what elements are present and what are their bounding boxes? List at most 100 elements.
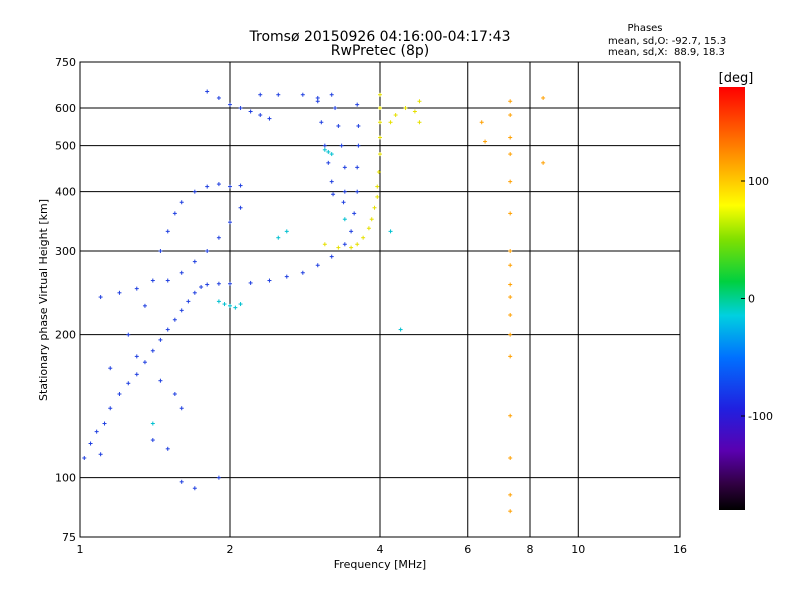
y-tick-label: 75 xyxy=(62,531,76,544)
data-point xyxy=(398,327,403,332)
phase-stats: Phases mean, sd,O: -92.7, 15.3 mean, sd,… xyxy=(608,23,726,58)
data-point xyxy=(238,106,243,111)
data-point xyxy=(361,235,366,240)
data-point xyxy=(216,182,221,187)
data-point xyxy=(393,113,398,118)
data-point xyxy=(322,143,327,148)
data-point xyxy=(315,99,320,104)
data-point xyxy=(508,313,513,318)
data-point xyxy=(276,235,281,240)
data-point xyxy=(417,120,422,125)
data-point xyxy=(372,205,377,210)
data-point xyxy=(322,242,327,247)
data-point xyxy=(179,200,184,205)
data-point xyxy=(258,92,263,97)
data-point xyxy=(300,270,305,275)
data-point xyxy=(378,135,382,140)
x-tick-label: 8 xyxy=(527,543,534,556)
data-point xyxy=(508,211,513,216)
data-point xyxy=(508,135,513,140)
data-point xyxy=(233,305,238,310)
y-tick-label: 500 xyxy=(55,140,76,153)
y-tick-label: 200 xyxy=(55,329,76,342)
data-point xyxy=(508,179,513,184)
data-point xyxy=(378,120,382,125)
data-point xyxy=(339,143,344,148)
data-point xyxy=(375,184,380,189)
data-point xyxy=(378,106,382,111)
data-point xyxy=(541,95,546,100)
data-point xyxy=(508,455,513,460)
data-point xyxy=(417,99,422,104)
data-point xyxy=(222,302,227,307)
data-point xyxy=(179,270,184,275)
data-point xyxy=(186,299,191,304)
data-point xyxy=(172,317,177,322)
data-point xyxy=(342,189,347,194)
data-point xyxy=(158,378,163,383)
data-point xyxy=(216,95,221,100)
data-point xyxy=(508,152,513,157)
x-tick-label: 16 xyxy=(673,543,687,556)
data-point xyxy=(336,123,341,128)
data-point xyxy=(165,278,170,283)
colorbar-tick-label: -100 xyxy=(748,410,773,423)
data-point xyxy=(356,143,361,148)
data-point xyxy=(329,152,334,157)
data-point xyxy=(508,113,513,118)
data-point xyxy=(228,102,232,107)
data-point xyxy=(102,421,107,426)
data-point xyxy=(326,149,331,154)
data-point xyxy=(342,242,347,247)
chart-title: Tromsø 20150926 04:16:00-04:17:43 xyxy=(249,29,511,45)
y-tick-label: 750 xyxy=(55,56,76,69)
data-point xyxy=(355,102,360,107)
data-point xyxy=(117,290,122,295)
data-point xyxy=(333,106,338,111)
data-point xyxy=(355,189,360,194)
data-point xyxy=(98,452,103,457)
x-tick-label: 6 xyxy=(464,543,471,556)
data-point xyxy=(165,229,170,234)
data-point xyxy=(98,295,103,300)
x-axis-label: Frequency [MHz] xyxy=(334,558,426,571)
data-point xyxy=(192,259,197,264)
y-axis-ticks: 75 100 200 300 400 500 600 750 xyxy=(55,56,76,544)
data-point xyxy=(336,245,341,250)
data-point xyxy=(412,109,417,114)
data-point xyxy=(319,120,324,125)
data-points xyxy=(82,89,546,514)
data-point xyxy=(375,194,380,199)
data-point xyxy=(388,229,393,234)
data-point xyxy=(376,170,381,175)
data-point xyxy=(216,235,221,240)
data-point xyxy=(108,366,113,371)
data-point xyxy=(322,147,327,152)
data-point xyxy=(142,303,147,308)
data-point xyxy=(508,249,513,254)
data-point xyxy=(94,429,99,434)
data-point xyxy=(508,99,513,104)
data-point xyxy=(88,441,93,446)
data-point xyxy=(205,282,210,287)
data-point xyxy=(216,475,221,480)
data-point xyxy=(158,337,163,342)
colorbar-tick-label: 100 xyxy=(748,175,769,188)
data-point xyxy=(483,139,488,144)
data-point xyxy=(150,278,155,283)
colorbar xyxy=(719,87,745,510)
data-point xyxy=(228,303,232,308)
chart-subtitle: RwPretec (8p) xyxy=(331,43,429,59)
data-point xyxy=(192,486,197,491)
data-point xyxy=(82,455,87,460)
data-point xyxy=(267,278,272,283)
data-point xyxy=(315,263,320,268)
x-tick-label: 4 xyxy=(377,543,384,556)
colorbar-tick-label: 0 xyxy=(748,293,755,306)
y-tick-label: 600 xyxy=(55,102,76,115)
data-point xyxy=(300,92,305,97)
data-point xyxy=(205,249,210,254)
data-point xyxy=(508,492,513,497)
data-point xyxy=(355,165,360,170)
